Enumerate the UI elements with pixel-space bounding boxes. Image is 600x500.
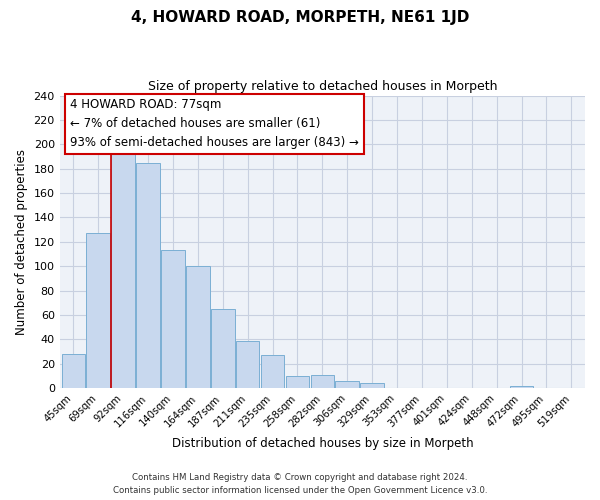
Bar [161, 250, 185, 388]
Bar [509, 386, 533, 388]
Title: Size of property relative to detached houses in Morpeth: Size of property relative to detached ho… [148, 80, 497, 93]
Y-axis label: Number of detached properties: Number of detached properties [15, 149, 28, 335]
Text: 4 HOWARD ROAD: 77sqm
← 7% of detached houses are smaller (61)
93% of semi-detach: 4 HOWARD ROAD: 77sqm ← 7% of detached ho… [70, 98, 359, 150]
Bar [112, 150, 135, 388]
X-axis label: Distribution of detached houses by size in Morpeth: Distribution of detached houses by size … [172, 437, 473, 450]
Bar [136, 162, 160, 388]
Bar [261, 356, 284, 388]
Bar [335, 381, 359, 388]
Bar [361, 384, 384, 388]
Bar [62, 354, 85, 388]
Bar [211, 309, 235, 388]
Bar [311, 375, 334, 388]
Bar [236, 340, 259, 388]
Bar [86, 234, 110, 388]
Bar [286, 376, 309, 388]
Bar [186, 266, 209, 388]
Text: 4, HOWARD ROAD, MORPETH, NE61 1JD: 4, HOWARD ROAD, MORPETH, NE61 1JD [131, 10, 469, 25]
Text: Contains HM Land Registry data © Crown copyright and database right 2024.
Contai: Contains HM Land Registry data © Crown c… [113, 474, 487, 495]
